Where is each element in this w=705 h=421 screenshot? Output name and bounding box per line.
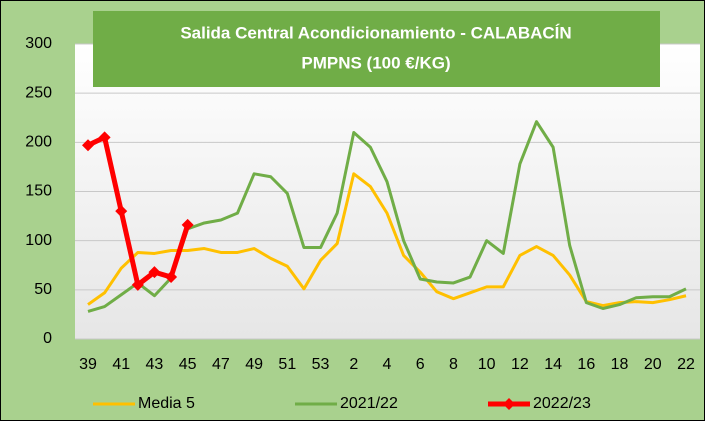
x-tick-label: 14	[544, 356, 562, 373]
x-tick-label: 8	[449, 356, 458, 373]
legend-label: Media 5	[138, 395, 195, 412]
x-tick-label: 4	[383, 356, 392, 373]
x-tick-label: 47	[212, 356, 230, 373]
x-tick-label: 22	[677, 356, 695, 373]
point-marker	[181, 218, 194, 231]
point-marker	[98, 131, 111, 144]
x-tick-label: 49	[245, 356, 263, 373]
y-tick-label: 50	[34, 281, 52, 298]
title-box	[93, 11, 660, 87]
x-tick-label: 45	[179, 356, 197, 373]
x-tick-label: 20	[644, 356, 662, 373]
x-tick-label: 10	[478, 356, 496, 373]
point-marker	[131, 278, 144, 291]
x-tick-label: 16	[577, 356, 595, 373]
y-tick-label: 150	[25, 183, 52, 200]
x-tick-label: 18	[611, 356, 629, 373]
point-marker	[148, 266, 161, 279]
x-tick-label: 41	[112, 356, 130, 373]
x-tick-label: 6	[416, 356, 425, 373]
y-tick-label: 250	[25, 84, 52, 101]
x-tick-label: 53	[312, 356, 330, 373]
point-marker	[82, 139, 94, 152]
y-tick-label: 300	[25, 35, 52, 52]
chart-title: PMPNS (100 €/KG)	[301, 53, 450, 72]
y-tick-label: 200	[25, 134, 52, 151]
y-tick-label: 100	[25, 232, 52, 249]
x-tick-label: 39	[79, 356, 97, 373]
legend-label: 2021/22	[340, 395, 398, 412]
x-tick-label: 2	[349, 356, 358, 373]
legend-label: 2022/23	[533, 395, 591, 412]
x-tick-label: 51	[278, 356, 296, 373]
point-marker	[115, 205, 128, 218]
y-tick-label: 0	[43, 330, 52, 347]
point-marker	[165, 271, 178, 284]
x-tick-label: 43	[146, 356, 164, 373]
legend-marker	[503, 398, 515, 410]
chart-title: Salida Central Acondicionamiento - CALAB…	[180, 23, 571, 42]
x-tick-label: 12	[511, 356, 529, 373]
